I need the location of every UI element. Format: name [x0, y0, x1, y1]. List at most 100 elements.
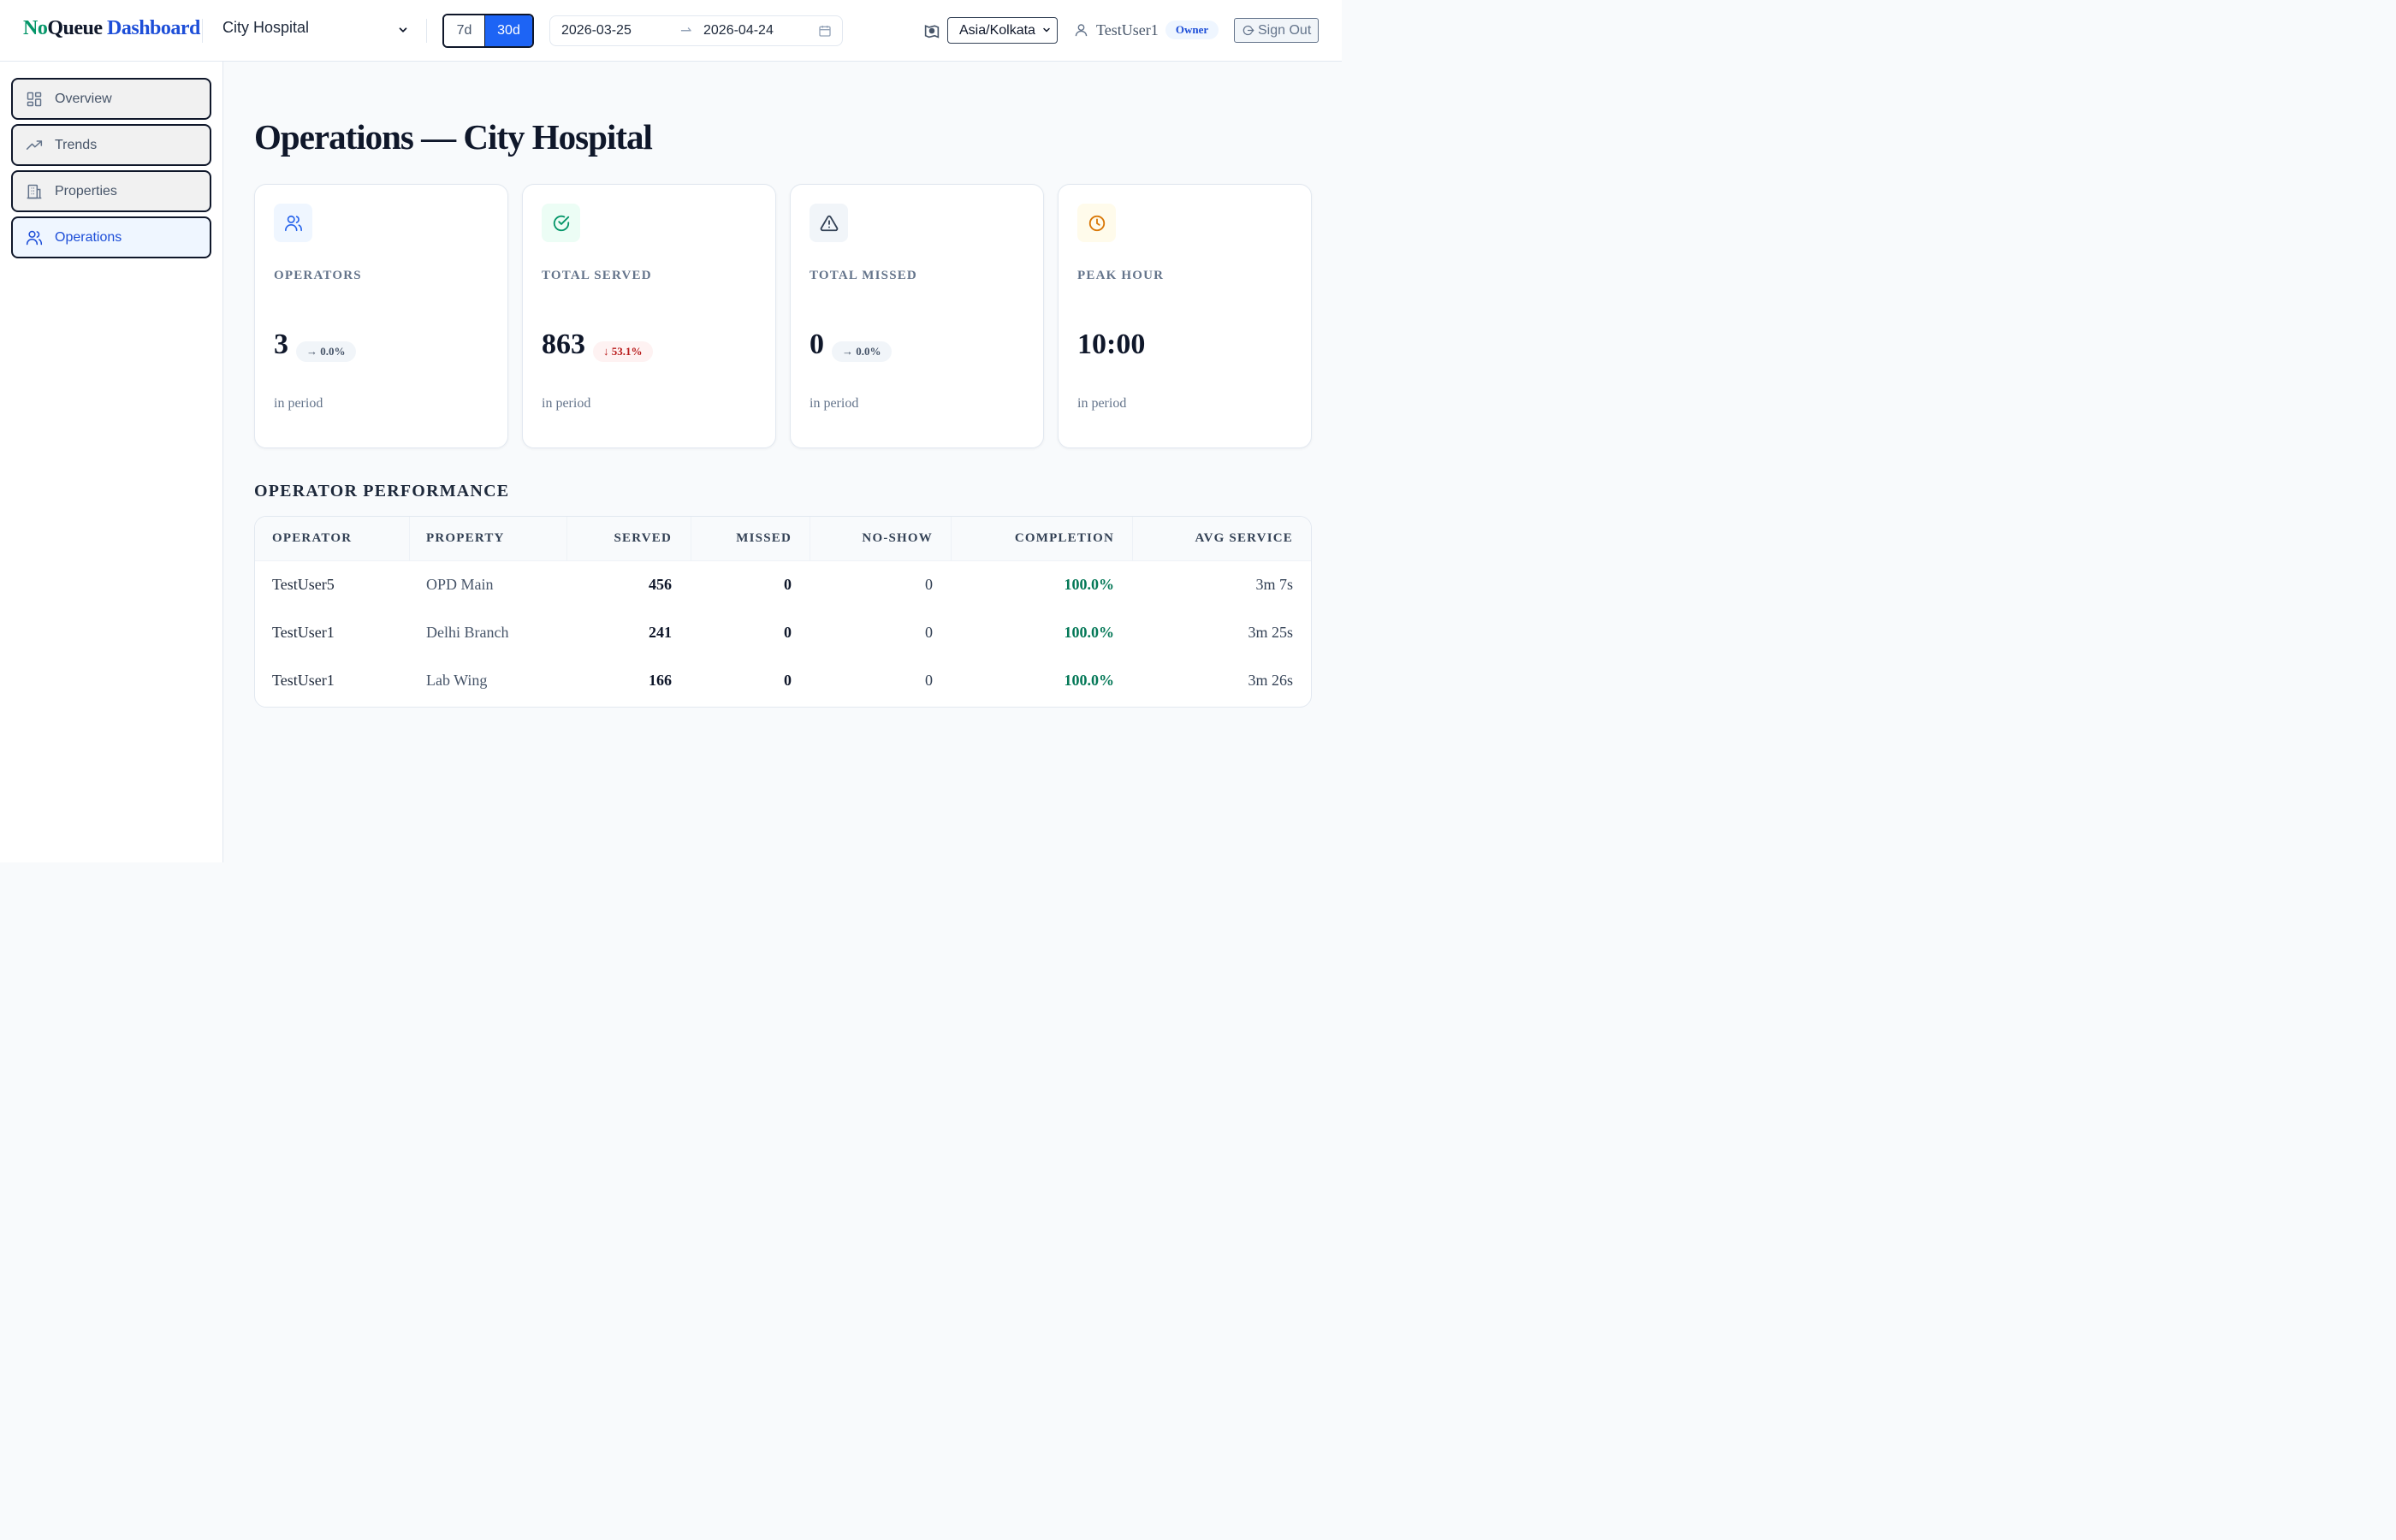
sidebar-item-operations[interactable]: Operations: [11, 216, 211, 258]
sign-out-button[interactable]: Sign Out: [1234, 18, 1319, 43]
cell-missed: 0: [784, 576, 792, 593]
stat-icon-box: [1077, 204, 1116, 242]
cell-served: 241: [649, 624, 672, 641]
logout-icon: [1242, 25, 1254, 36]
cell-missed: 0: [784, 624, 792, 641]
cell-property: Delhi Branch: [426, 624, 509, 641]
property-select-value: City Hospital: [222, 19, 310, 36]
column-divider: [566, 517, 567, 561]
column-header[interactable]: NO-SHOW: [862, 531, 933, 545]
grid-icon: [27, 92, 42, 106]
column-divider: [1132, 517, 1133, 561]
stat-value: 10:00: [1077, 329, 1146, 360]
clock-icon: [1088, 215, 1105, 231]
cell-no-show: 0: [925, 576, 933, 593]
cell-served: 166: [649, 672, 672, 689]
table-header: OPERATOR PROPERTY SERVED MISSED NO-SHOW …: [255, 517, 1311, 561]
cell-completion: 100.0%: [1064, 672, 1115, 689]
range-7d-button[interactable]: 7d: [444, 15, 485, 46]
sidebar-item-label: Properties: [55, 183, 117, 198]
chevron-down-icon: [399, 27, 407, 33]
cell-operator: TestUser5: [272, 576, 335, 593]
cell-avg-service: 3m 25s: [1248, 624, 1293, 641]
stat-value: 3: [274, 329, 288, 360]
username: TestUser1: [1096, 21, 1159, 38]
cell-no-show: 0: [925, 672, 933, 689]
section-title: OPERATOR PERFORMANCE: [254, 482, 510, 500]
table-row[interactable]: TestUser5 OPD Main 456 0 0 100.0% 3m 7s: [255, 561, 1311, 609]
column-header[interactable]: SERVED: [614, 531, 672, 545]
stat-subtext: in period: [1077, 396, 1127, 411]
cell-served: 456: [649, 576, 672, 593]
brand-logo[interactable]: NoQueue Dashboard: [23, 17, 200, 40]
sidebar-item-properties[interactable]: Properties: [11, 170, 211, 212]
check-circle-icon: [553, 215, 569, 231]
top-bar: NoQueue Dashboard City Hospital 7d 30d 2…: [0, 0, 1342, 62]
date-from-input[interactable]: 2026-03-25: [561, 23, 632, 38]
stat-icon-box: [810, 204, 848, 242]
stat-delta-badge: ↓ 53.1%: [593, 341, 653, 362]
cell-completion: 100.0%: [1064, 576, 1115, 593]
column-divider: [409, 517, 410, 561]
cell-property: OPD Main: [426, 576, 494, 593]
stat-delta-badge: → 0.0%: [296, 341, 356, 362]
stat-label: TOTAL SERVED: [542, 269, 652, 282]
building-icon: [27, 184, 42, 198]
cell-completion: 100.0%: [1064, 624, 1115, 641]
column-header[interactable]: OPERATOR: [272, 531, 353, 545]
stat-card-peak-hour: PEAK HOUR 10:00 in period: [1058, 184, 1312, 448]
stat-card-operators: OPERATORS 3 → 0.0% in period: [254, 184, 508, 448]
sidebar-item-label: Trends: [55, 137, 98, 152]
column-header[interactable]: AVG SERVICE: [1195, 531, 1293, 545]
users-icon: [26, 230, 43, 245]
sidebar: Overview Trends Properties Operations: [0, 62, 223, 862]
stat-subtext: in period: [810, 396, 859, 411]
user-icon: [1075, 24, 1088, 37]
timezone-select[interactable]: Asia/Kolkata: [947, 17, 1058, 44]
table-row[interactable]: TestUser1 Delhi Branch 241 0 0 100.0% 3m…: [255, 609, 1311, 657]
timezone-value: Asia/Kolkata: [959, 23, 1035, 38]
cell-avg-service: 3m 26s: [1248, 672, 1293, 689]
stat-value: 0: [810, 329, 824, 360]
column-header[interactable]: COMPLETION: [1014, 531, 1114, 545]
stat-subtext: in period: [542, 396, 591, 411]
range-30d-button[interactable]: 30d: [485, 15, 532, 46]
cell-no-show: 0: [925, 624, 933, 641]
stat-label: PEAK HOUR: [1077, 269, 1165, 282]
column-divider: [951, 517, 952, 561]
role-badge: Owner: [1165, 21, 1219, 39]
date-range-picker[interactable]: 2026-03-25 ⇀ 2026-04-24: [549, 15, 843, 46]
sidebar-item-trends[interactable]: Trends: [11, 124, 211, 166]
sidebar-item-label: Overview: [55, 91, 112, 106]
brand-part-queue: Queue: [47, 17, 103, 39]
page-title: Operations — City Hospital: [254, 117, 653, 157]
column-header[interactable]: MISSED: [736, 531, 792, 545]
stat-value: 863: [542, 329, 585, 360]
operator-performance-table: OPERATOR PROPERTY SERVED MISSED NO-SHOW …: [254, 516, 1312, 708]
arrow-right-icon: ⇀: [680, 24, 692, 38]
brand-part-dashboard: Dashboard: [102, 17, 200, 39]
users-icon: [284, 215, 302, 231]
range-toggle: 7d 30d: [442, 14, 534, 48]
stat-label: TOTAL MISSED: [810, 269, 917, 282]
date-to-input[interactable]: 2026-04-24: [703, 23, 774, 38]
calendar-icon[interactable]: [818, 24, 832, 38]
cell-operator: TestUser1: [272, 672, 335, 689]
column-header[interactable]: PROPERTY: [426, 531, 505, 545]
brand-part-no: No: [23, 17, 48, 39]
stat-subtext: in period: [274, 396, 323, 411]
stat-icon-box: [274, 204, 312, 242]
cell-missed: 0: [784, 672, 792, 689]
warning-icon: [820, 215, 838, 231]
stat-card-total-served: TOTAL SERVED 863 ↓ 53.1% in period: [522, 184, 776, 448]
divider: [426, 19, 427, 43]
property-select[interactable]: City Hospital: [222, 19, 412, 43]
trend-up-icon: [26, 139, 43, 150]
cell-property: Lab Wing: [426, 672, 488, 689]
stat-icon-box: [542, 204, 580, 242]
stat-delta-badge: → 0.0%: [832, 341, 892, 362]
stat-card-total-missed: TOTAL MISSED 0 → 0.0% in period: [790, 184, 1044, 448]
sidebar-item-overview[interactable]: Overview: [11, 78, 211, 120]
table-row[interactable]: TestUser1 Lab Wing 166 0 0 100.0% 3m 26s: [255, 657, 1311, 705]
chevron-down-icon: [1043, 27, 1050, 33]
